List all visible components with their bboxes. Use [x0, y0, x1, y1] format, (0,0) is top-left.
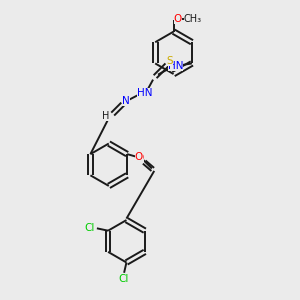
Text: CH₃: CH₃ — [184, 14, 202, 24]
Text: O: O — [135, 153, 144, 163]
Text: H: H — [102, 111, 110, 122]
Text: HN: HN — [137, 88, 153, 98]
Text: S: S — [167, 56, 173, 66]
Text: O: O — [174, 14, 182, 24]
Text: N: N — [122, 96, 130, 106]
Text: Cl: Cl — [85, 223, 95, 233]
Text: HN: HN — [168, 61, 184, 71]
Text: O: O — [135, 152, 143, 162]
Text: Cl: Cl — [118, 274, 129, 284]
